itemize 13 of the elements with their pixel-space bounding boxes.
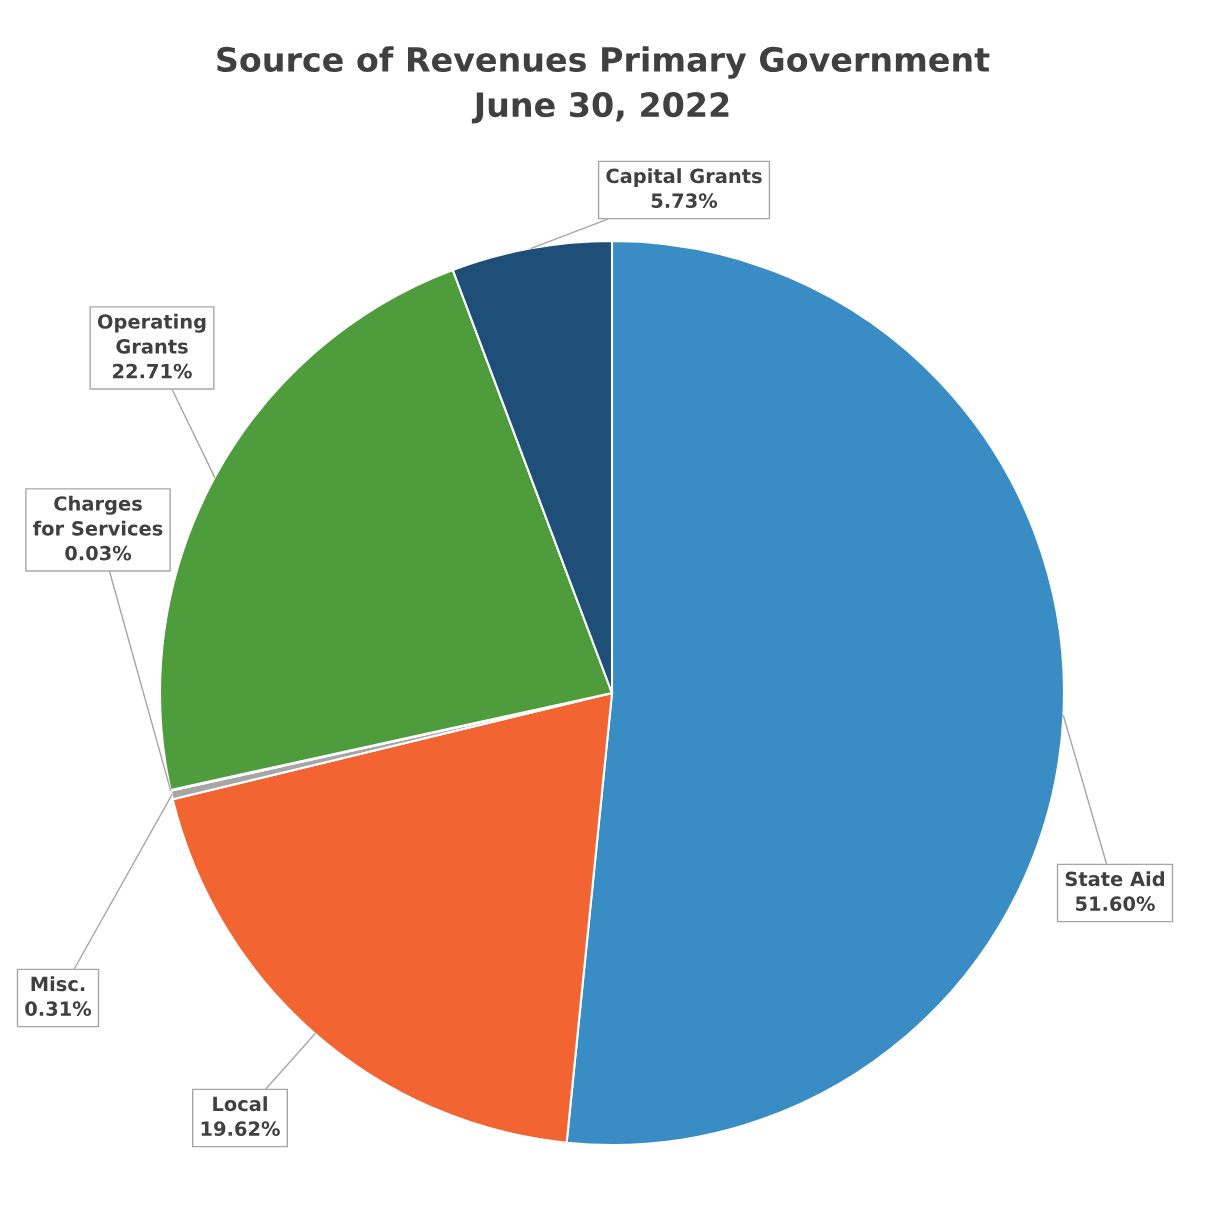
- data-label: 19.62%: [201, 1121, 280, 1137]
- slice-label: Local: [213, 1096, 267, 1112]
- slice-label: Operating Grants: [97, 313, 206, 354]
- slice-label: Charges for Services: [33, 495, 163, 536]
- slice-label: Misc.: [31, 976, 85, 992]
- data-label: 51.60%: [1076, 896, 1155, 912]
- data-label: 0.03%: [65, 545, 132, 561]
- slice-label: Capital Grants: [606, 168, 762, 188]
- slice-label: State Aid: [1065, 871, 1165, 887]
- data-label: 22.71%: [113, 363, 192, 379]
- data-label: 5.73%: [651, 193, 718, 209]
- data-label: 0.31%: [25, 1001, 92, 1017]
- chart-title: Source of Revenues Primary Government June 30, 2022: [217, 46, 990, 124]
